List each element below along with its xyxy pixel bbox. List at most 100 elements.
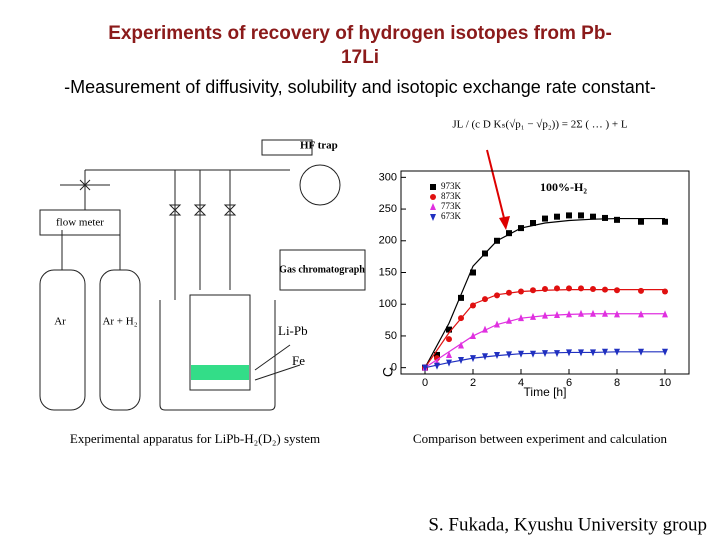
legend-label: 673K xyxy=(441,211,462,221)
point xyxy=(518,288,524,295)
x-tick-label: 8 xyxy=(614,377,620,389)
apparatus xyxy=(39,139,366,411)
point xyxy=(434,362,440,370)
point xyxy=(458,315,464,322)
point xyxy=(554,311,560,319)
y-tick-label: 250 xyxy=(379,203,397,215)
point xyxy=(494,292,500,299)
point xyxy=(554,350,560,358)
furnace xyxy=(159,300,276,411)
x-tick-label: 4 xyxy=(518,377,524,389)
point xyxy=(602,214,608,221)
x-tick-label: 2 xyxy=(470,377,476,389)
leader xyxy=(254,364,301,381)
apparatus-label: HF trap xyxy=(300,140,338,152)
point xyxy=(506,351,512,359)
legend-marker xyxy=(430,184,436,190)
point xyxy=(482,353,488,361)
point xyxy=(446,350,452,358)
point xyxy=(434,355,440,362)
point xyxy=(566,310,572,318)
legend-label: 873K xyxy=(441,191,462,201)
point xyxy=(518,350,524,358)
point xyxy=(542,285,548,292)
point xyxy=(470,269,476,276)
apparatus-label: Gas chromatograph xyxy=(279,264,365,275)
legend-label: 773K xyxy=(441,201,462,211)
point xyxy=(470,355,476,363)
point xyxy=(602,286,608,293)
point xyxy=(482,325,488,333)
x-tick-label: 0 xyxy=(422,377,428,389)
point xyxy=(566,212,572,219)
y-axis-label: C xyxy=(380,367,396,377)
x-tick-label: 6 xyxy=(566,377,572,389)
point xyxy=(614,216,620,223)
point xyxy=(638,218,644,225)
point xyxy=(458,341,464,349)
point xyxy=(482,250,488,257)
fit-line xyxy=(424,217,665,368)
apparatus-label: Li-Pb xyxy=(278,323,308,338)
caption: Comparison between experiment and calcul… xyxy=(413,431,668,446)
subtitle: -Measurement of diffusivity, solubility … xyxy=(64,77,656,97)
point xyxy=(518,225,524,232)
point xyxy=(566,349,572,357)
point xyxy=(470,302,476,309)
point xyxy=(590,285,596,292)
point xyxy=(446,359,452,367)
gc-box xyxy=(279,249,366,291)
vessel xyxy=(299,164,341,206)
arrow xyxy=(486,149,506,223)
y-tick-label: 50 xyxy=(385,330,397,342)
valve xyxy=(79,179,91,191)
point xyxy=(566,285,572,292)
point xyxy=(578,212,584,219)
point xyxy=(638,348,644,356)
point xyxy=(578,349,584,357)
y-tick-label: 300 xyxy=(379,171,397,183)
point xyxy=(422,364,428,372)
apparatus-label: Ar + H₂ xyxy=(102,316,137,328)
point xyxy=(662,348,668,356)
point xyxy=(530,220,536,227)
point xyxy=(590,349,596,357)
point xyxy=(506,230,512,237)
apparatus-label: Ar xyxy=(54,316,66,328)
arrow-head xyxy=(499,216,510,230)
point xyxy=(578,309,584,317)
point xyxy=(590,213,596,220)
point xyxy=(542,350,548,358)
y-tick-label: 200 xyxy=(379,235,397,247)
point xyxy=(482,296,488,303)
point xyxy=(662,310,668,318)
point xyxy=(446,326,452,333)
point xyxy=(542,311,548,319)
lipb-melt xyxy=(191,365,249,380)
legend-marker xyxy=(430,214,436,221)
point xyxy=(530,350,536,358)
footer: S. Fukada, Kyushu University group xyxy=(428,514,707,535)
point xyxy=(614,348,620,356)
point xyxy=(614,310,620,318)
y-tick-label: 0 xyxy=(391,362,397,374)
point xyxy=(434,351,440,358)
x-tick-label: 10 xyxy=(659,377,671,389)
point xyxy=(494,320,500,328)
point xyxy=(578,285,584,292)
chart: 0 50 100 150 200 250 300 0 2 4 6 8 10 Time [h] C 100%-H… xyxy=(379,171,671,399)
point xyxy=(662,288,668,295)
caption: Experimental apparatus for LiPb-H₂(D₂) s… xyxy=(70,431,320,446)
point xyxy=(530,312,536,320)
point xyxy=(458,294,464,301)
point xyxy=(590,309,596,317)
point xyxy=(506,289,512,296)
point xyxy=(446,336,452,343)
point xyxy=(470,331,476,339)
point xyxy=(530,287,536,294)
gas-cylinder xyxy=(99,269,141,411)
apparatus-label: flow meter xyxy=(56,217,104,229)
legend-marker xyxy=(430,203,436,210)
leader xyxy=(254,344,291,371)
